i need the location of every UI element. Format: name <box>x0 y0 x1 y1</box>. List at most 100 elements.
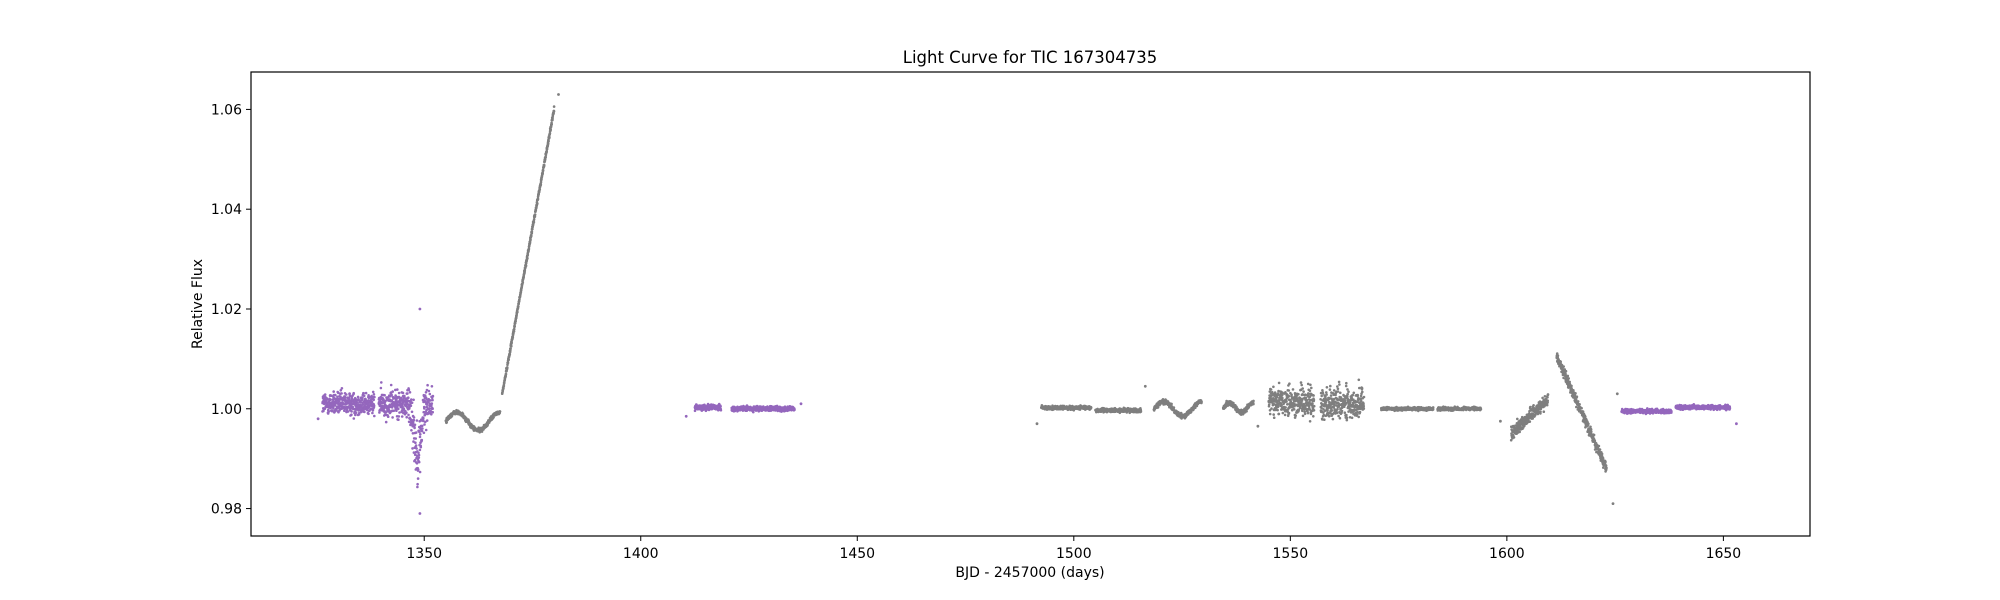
flux-point <box>417 453 421 457</box>
flux-point <box>390 406 394 409</box>
flux-point <box>1516 417 1519 421</box>
flux-point <box>1346 392 1349 396</box>
flux-point <box>1284 406 1287 409</box>
flux-point <box>419 445 423 449</box>
flux-point <box>417 460 421 464</box>
flux-point <box>390 393 393 397</box>
flux-point <box>507 358 511 362</box>
flux-point <box>1308 420 1312 423</box>
flux-point <box>1327 414 1331 418</box>
flux-point <box>1343 399 1347 402</box>
flux-point <box>1312 404 1316 408</box>
flux-point <box>420 424 424 428</box>
flux-point <box>350 410 353 413</box>
flux-point <box>517 302 520 305</box>
flux-point <box>425 388 429 392</box>
flux-point <box>1323 418 1326 422</box>
flux-point <box>1274 408 1277 412</box>
flux-point <box>416 482 419 486</box>
flux-point <box>533 213 537 216</box>
flux-point <box>397 391 401 395</box>
flux-point <box>371 409 375 412</box>
flux-point <box>530 230 534 233</box>
flux-point <box>361 403 365 406</box>
flux-point <box>1170 402 1173 406</box>
flux-point <box>1332 389 1336 392</box>
flux-point <box>410 410 414 414</box>
flux-point <box>408 391 412 394</box>
flux-point <box>1311 402 1314 406</box>
flux-point <box>1357 415 1360 419</box>
flux-point <box>1301 414 1305 418</box>
flux-point <box>389 383 393 387</box>
flux-point <box>1269 388 1273 391</box>
flux-point <box>508 352 512 356</box>
flux-point <box>423 407 426 410</box>
flux-point <box>532 218 536 221</box>
flux-point <box>1329 384 1332 388</box>
flux-point <box>1301 387 1304 390</box>
flux-point <box>1309 412 1313 416</box>
flux-point <box>1359 394 1363 398</box>
flux-point <box>1360 386 1364 390</box>
flux-point <box>412 418 416 422</box>
flux-point <box>420 438 424 442</box>
flux-point <box>502 386 505 390</box>
flux-point <box>426 403 429 406</box>
flux-point <box>430 404 433 408</box>
data-points <box>316 93 1738 515</box>
flux-point <box>1339 396 1343 399</box>
flux-point <box>545 149 548 153</box>
flux-point <box>1362 404 1365 408</box>
flux-point <box>412 416 416 419</box>
flux-point <box>1339 391 1342 395</box>
chart-title: Light Curve for TIC 167304735 <box>903 48 1157 67</box>
light-curve-segment <box>1267 381 1316 423</box>
flux-point <box>1345 381 1348 385</box>
flux-point <box>397 418 400 422</box>
flux-point <box>1312 394 1315 397</box>
flux-point <box>380 381 383 384</box>
flux-point <box>430 385 434 388</box>
flux-point <box>403 394 406 398</box>
flux-point <box>391 390 395 393</box>
flux-point <box>430 413 433 416</box>
flux-point <box>398 411 401 414</box>
flux-point <box>480 430 484 433</box>
flux-point <box>1336 407 1339 411</box>
flux-point <box>329 398 332 402</box>
light-curve-segment <box>730 404 796 414</box>
flux-point <box>513 322 517 325</box>
flux-point <box>371 390 375 394</box>
flux-point <box>386 415 390 419</box>
flux-point <box>383 393 386 397</box>
flux-point <box>334 393 337 397</box>
flux-point <box>536 202 539 205</box>
flux-point <box>400 415 404 418</box>
flux-point <box>416 485 419 489</box>
flux-point <box>421 427 424 430</box>
flux-point <box>1302 390 1305 393</box>
flux-point <box>1288 382 1291 386</box>
flux-point <box>356 395 360 399</box>
flux-point <box>330 409 334 413</box>
flux-point <box>512 327 516 331</box>
flux-point <box>350 397 354 401</box>
flux-point <box>407 413 410 417</box>
flux-point <box>509 347 512 350</box>
flux-point <box>352 417 356 420</box>
flux-point <box>397 407 400 411</box>
flux-point <box>1172 406 1176 409</box>
flux-point <box>547 139 550 143</box>
flux-point <box>445 420 449 424</box>
flux-point <box>693 409 697 413</box>
flux-point <box>423 394 427 397</box>
flux-point <box>379 386 383 390</box>
flux-point <box>338 407 342 411</box>
flux-point <box>1276 405 1280 409</box>
flux-point <box>1431 406 1435 409</box>
flux-point <box>343 395 347 399</box>
flux-point <box>1285 400 1288 403</box>
flux-point <box>340 392 343 395</box>
flux-point <box>1308 389 1312 393</box>
